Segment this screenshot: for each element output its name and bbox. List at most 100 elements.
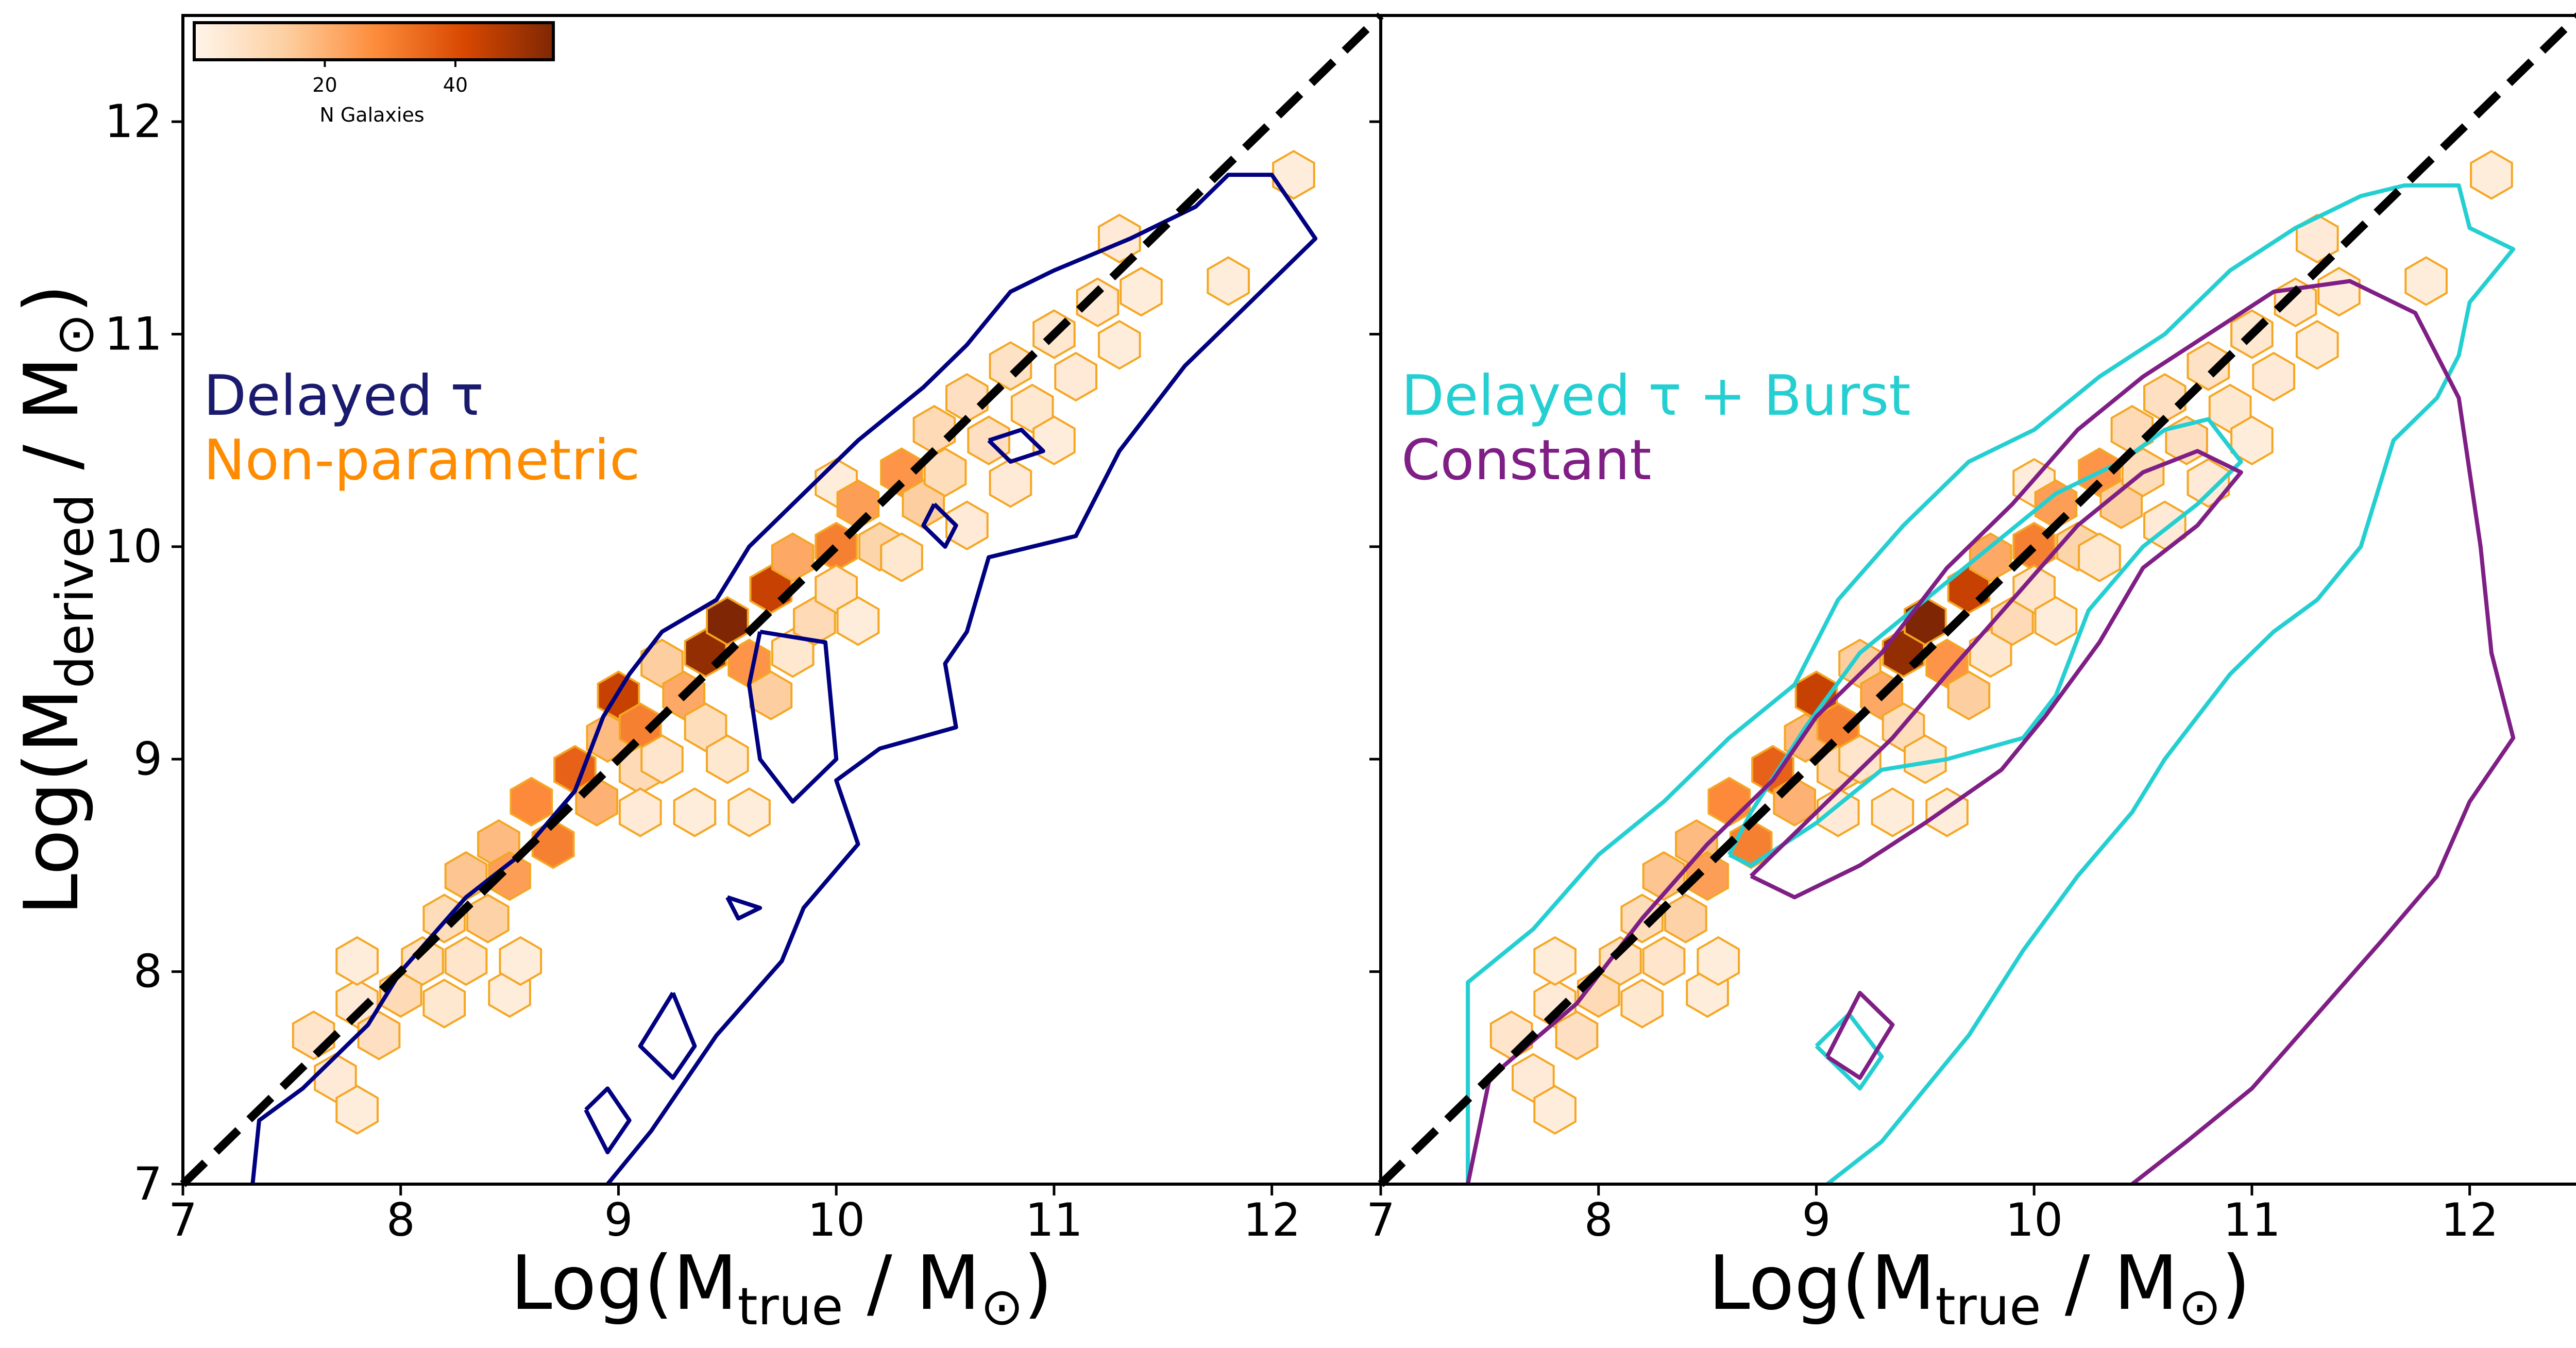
hexbin xyxy=(2012,564,2056,614)
hexbin xyxy=(2470,149,2513,200)
hexbin xyxy=(1097,319,1141,370)
x-tick-label: 12 xyxy=(1243,1193,1301,1246)
y-tick-label: 12 xyxy=(105,95,162,148)
hexbin xyxy=(2143,373,2187,423)
hexbin xyxy=(771,532,815,582)
hexbin xyxy=(1751,745,1794,795)
hexbin xyxy=(1120,266,1163,317)
hexbin xyxy=(1599,936,1642,986)
hexbin xyxy=(836,596,880,646)
contour-line xyxy=(638,991,697,1080)
hexbin xyxy=(1272,149,1315,200)
hexbin xyxy=(1686,851,1729,901)
x-tick-label: 8 xyxy=(1584,1193,1613,1246)
hexbin xyxy=(1533,936,1577,986)
hexbin xyxy=(1512,1053,1555,1103)
hexbin xyxy=(618,787,662,837)
y-tick-label: 9 xyxy=(133,732,162,785)
contour-line xyxy=(1815,1012,1884,1091)
x-label-tail: / M xyxy=(843,1240,980,1327)
contour-line xyxy=(747,629,839,804)
hexbin xyxy=(2230,415,2274,466)
x-tick-label: 11 xyxy=(1025,1193,1083,1246)
contour-line xyxy=(1749,449,2243,900)
hexbin xyxy=(1904,596,1947,646)
y-label-close: ) xyxy=(8,284,95,313)
hexbin xyxy=(1642,936,1686,986)
x-tick-label: 10 xyxy=(2005,1193,2063,1246)
x-label-sun: ⊙ xyxy=(980,1276,1024,1337)
x-axis-label-right: Log(Mtrue / M⊙) xyxy=(1708,1240,2250,1337)
hexbin xyxy=(2252,351,2295,402)
axis-ticks: 7 8 9 10 11 12 xyxy=(1366,120,2499,1246)
x-axis-label-left: Log(Mtrue / M⊙) xyxy=(511,1240,1053,1337)
y-label-main: Log(M xyxy=(8,688,95,916)
x-tick-label: 10 xyxy=(807,1193,865,1246)
x-tick-label: 9 xyxy=(604,1193,633,1246)
hexbin xyxy=(510,777,553,827)
hexbin xyxy=(531,819,575,869)
hexbin xyxy=(2078,532,2121,582)
hexbin xyxy=(1010,383,1054,434)
hexbin xyxy=(673,787,717,837)
hexbin xyxy=(335,979,379,1029)
legend-delayed-tau: Delayed τ xyxy=(204,364,484,428)
hexbin xyxy=(1076,277,1120,328)
hexbin xyxy=(1642,851,1686,901)
hexbin xyxy=(488,851,531,901)
x-label-sub: true xyxy=(737,1276,843,1337)
hexbin xyxy=(335,1085,379,1135)
hexbin xyxy=(2295,319,2339,370)
contour-line xyxy=(725,895,762,921)
x-label-close: ) xyxy=(1024,1240,1053,1327)
legend-nonparametric: Non-parametric xyxy=(204,428,640,493)
hexbin-layer xyxy=(292,149,1315,1135)
hexbin xyxy=(401,936,444,986)
hexbin xyxy=(1697,936,1740,986)
hexbin xyxy=(2110,405,2154,455)
contour-line xyxy=(1727,417,2243,868)
hexbin xyxy=(1871,787,1914,837)
hexbin xyxy=(1533,1085,1577,1135)
x-tick-label: 9 xyxy=(1802,1193,1831,1246)
hexbin xyxy=(2034,596,2078,646)
legend-delayed-tau-burst: Delayed τ + Burst xyxy=(1401,364,1911,428)
x-label-main: Log(M xyxy=(511,1240,738,1327)
x-label-close: ) xyxy=(2222,1240,2251,1327)
colorbar-tick-label: 20 xyxy=(312,74,337,96)
contour-line xyxy=(987,428,1045,464)
hexbin xyxy=(640,638,684,689)
hexbin xyxy=(880,532,923,582)
x-tick-label: 7 xyxy=(1366,1193,1395,1246)
hexbin xyxy=(912,405,956,455)
hexbin xyxy=(1904,734,1947,784)
hexbin xyxy=(466,894,510,943)
hexbin xyxy=(422,979,466,1029)
hexbin xyxy=(1664,894,1707,943)
hexbin xyxy=(1054,351,1097,402)
x-tick-label: 11 xyxy=(2223,1193,2281,1246)
hexbin xyxy=(640,734,684,784)
x-label-sun: ⊙ xyxy=(2178,1276,2222,1337)
hexbin xyxy=(945,373,989,423)
legend-constant: Constant xyxy=(1401,428,1652,493)
hexbin xyxy=(684,702,727,752)
y-axis-label: Log(Mderived / M⊙) xyxy=(8,284,105,915)
contour-line xyxy=(1466,279,2516,1184)
hexbin xyxy=(1947,670,1991,720)
hexbin xyxy=(2208,383,2252,434)
legend: Delayed τ + Burst Constant xyxy=(1401,364,1911,493)
colorbar-tick-label: 40 xyxy=(443,74,468,96)
y-label-tail: / M xyxy=(8,357,95,494)
x-tick-label: 8 xyxy=(386,1193,415,1246)
colorbar-label: N Galaxies xyxy=(319,104,424,126)
hexbin xyxy=(706,596,749,646)
y-tick-label: 11 xyxy=(105,308,162,361)
hexbin xyxy=(989,458,1032,508)
hexbin xyxy=(2317,266,2361,317)
hexbin xyxy=(444,936,488,986)
hexbin xyxy=(2295,213,2339,264)
hexbin xyxy=(1032,415,1076,466)
hexbin xyxy=(727,787,771,837)
